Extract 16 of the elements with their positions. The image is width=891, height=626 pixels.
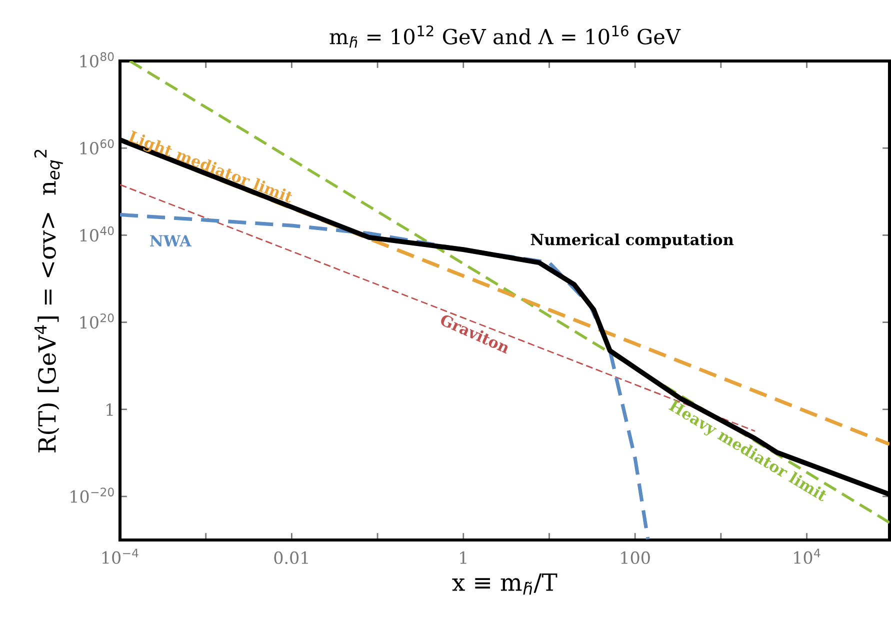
x-tick-label: 0.01 <box>274 551 308 564</box>
y-tick-label: 10$^{−20}$ <box>70 488 114 503</box>
chart-title: m$_{h̃}$ = 10$^{12}$ GeV and Λ = 10$^{16}$ GeV <box>330 25 681 48</box>
y-tick-label: 10$^{60}$ <box>80 139 114 155</box>
y-tick-label: 10$^{80}$ <box>80 52 114 68</box>
x-tick-label: 10$^{−4}$ <box>102 548 138 564</box>
y-tick-label: 10$^{20}$ <box>80 313 114 329</box>
series-label: NWA <box>150 235 192 246</box>
series-label: Numerical computation <box>530 233 734 248</box>
x-tick-label: 10$^{4}$ <box>794 548 820 564</box>
y-axis-title: R(T) [GeV$^{4}$] = <σv> n$_{eq}$$^{2}$ <box>34 150 63 452</box>
x-tick-label: 100 <box>621 551 650 564</box>
x-tick-label: 1 <box>460 551 466 564</box>
y-tick-label: 1 <box>106 403 113 416</box>
y-tick-label: 10$^{40}$ <box>80 226 114 242</box>
x-axis-title: x ≡ m$_{h̃}$/T <box>452 574 558 595</box>
